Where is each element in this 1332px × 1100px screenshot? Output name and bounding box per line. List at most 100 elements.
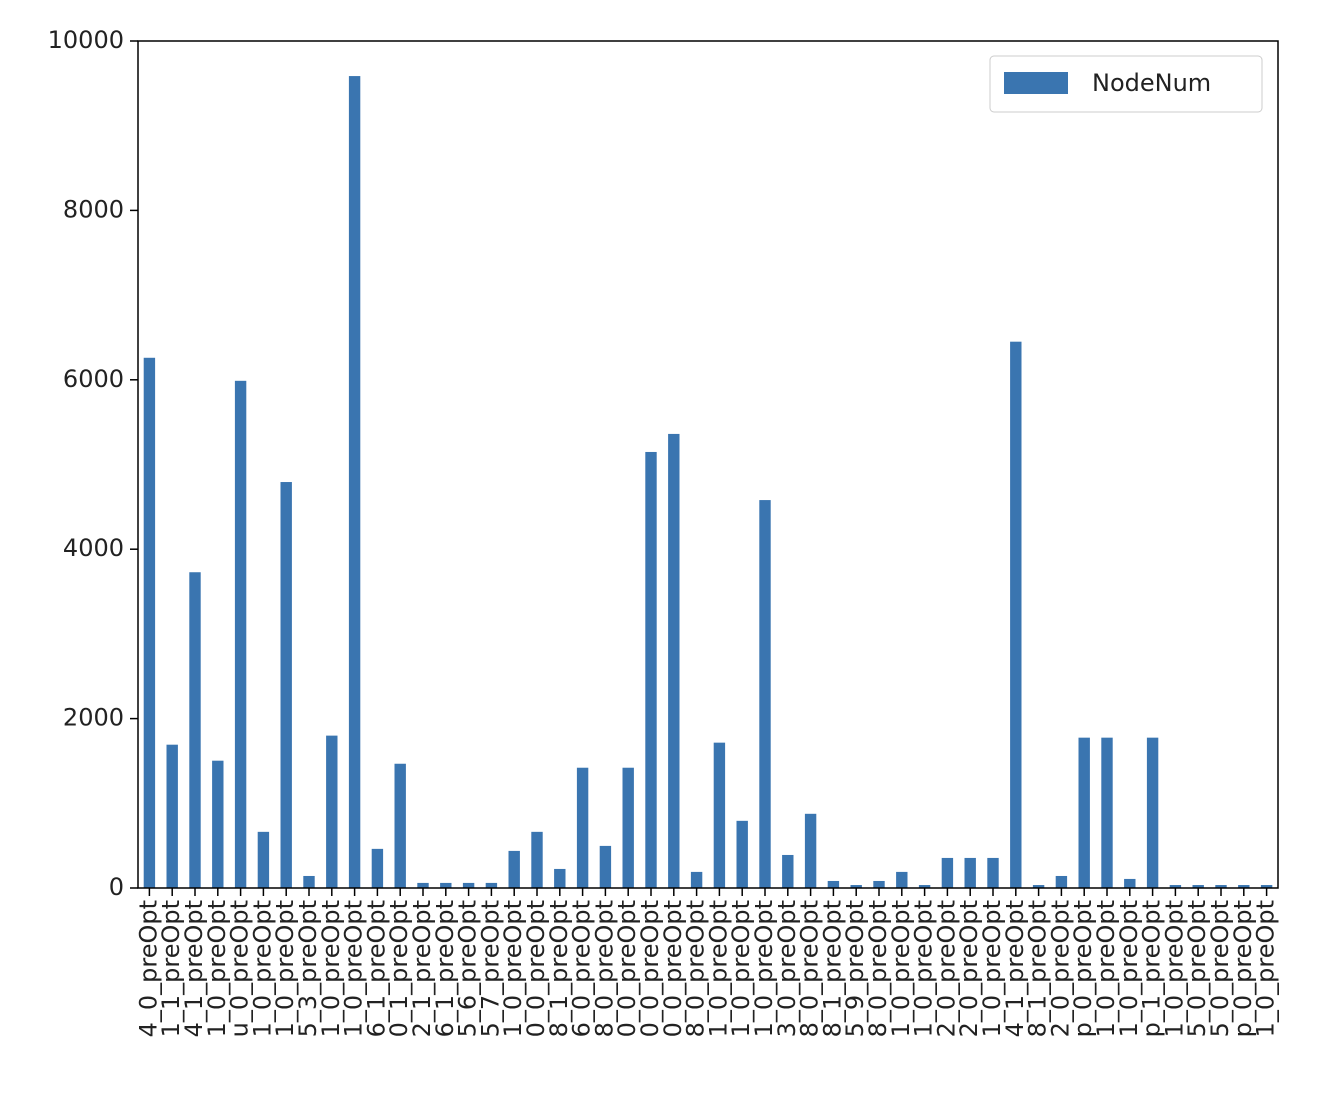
- x-tick-label: 4_1_preOpt: [1001, 900, 1029, 1037]
- bar: [1101, 737, 1113, 888]
- x-tick-label: p_1_preOpt: [1138, 900, 1166, 1037]
- x-tick-label: 1_0_preOpt: [727, 900, 755, 1037]
- bar: [1055, 875, 1068, 888]
- x-tick-label: 6_1_preOpt: [362, 900, 390, 1037]
- plot-frame: [137, 40, 1279, 889]
- bar: [1215, 885, 1227, 888]
- x-tick-label: 8_1_preOpt: [1024, 900, 1052, 1037]
- bar: [690, 871, 703, 888]
- bar: [622, 767, 634, 888]
- bar: [394, 763, 406, 888]
- bar: [918, 885, 931, 888]
- x-tick-label: 0_0_preOpt: [636, 900, 664, 1037]
- bar: [804, 813, 817, 888]
- bar: [668, 433, 680, 888]
- x-tick-label: 8_0_preOpt: [682, 900, 710, 1037]
- bar: [1260, 885, 1273, 888]
- bar: [1238, 885, 1250, 888]
- bar: [508, 850, 520, 888]
- legend-swatch: [1004, 72, 1068, 94]
- x-tick-label: 4_1_preOpt: [180, 900, 208, 1037]
- bar: [1124, 878, 1136, 888]
- x-tick-label: 8_1_preOpt: [545, 900, 573, 1037]
- bar: [166, 744, 178, 888]
- x-tick-label: 5_0_preOpt: [1183, 900, 1211, 1037]
- x-tick-label: 1_0_preOpt: [203, 900, 231, 1037]
- bar: [759, 500, 771, 888]
- x-tick-label: 5_0_preOpt: [1206, 900, 1234, 1037]
- x-tick-label: 1_0_preOpt: [1092, 900, 1120, 1037]
- bar: [212, 760, 224, 888]
- bar: [873, 880, 885, 888]
- y-tick-label: 10000: [48, 26, 124, 54]
- bar: [257, 831, 270, 888]
- x-tick-label: 1_0_preOpt: [1115, 900, 1143, 1037]
- bar: [189, 572, 201, 888]
- bar: [234, 380, 247, 888]
- y-tick-label: 4000: [63, 534, 124, 562]
- bar: [1146, 737, 1159, 888]
- bar: [896, 871, 908, 888]
- bar: [941, 857, 954, 888]
- bar: [1078, 737, 1090, 888]
- bar: [1032, 885, 1045, 888]
- bar: [736, 820, 748, 888]
- x-tick-label: 8_0_preOpt: [864, 900, 892, 1037]
- x-tick-label: 0_0_preOpt: [659, 900, 687, 1037]
- x-tick-label: 1_0_preOpt: [887, 900, 915, 1037]
- bar: [348, 76, 361, 889]
- x-tick-label: 0_0_preOpt: [522, 900, 550, 1037]
- x-tick-label: 0_1_preOpt: [385, 900, 413, 1037]
- bar: [280, 482, 292, 888]
- bar: [440, 882, 452, 888]
- x-tick-label: p_0_preOpt: [1069, 900, 1097, 1037]
- bar: [417, 882, 429, 888]
- x-tick-label: 1_0_preOpt: [248, 900, 276, 1037]
- bar: [576, 767, 589, 888]
- y-tick-label: 2000: [63, 704, 124, 732]
- x-tick-label: 6_0_preOpt: [568, 900, 596, 1037]
- bar: [987, 857, 999, 888]
- y-tick-label: 0: [109, 873, 124, 901]
- x-tick-label: 1_0_preOpt: [271, 900, 299, 1037]
- bar: [326, 735, 338, 888]
- bar: [827, 880, 840, 888]
- bar: [1010, 341, 1022, 888]
- x-tick-label: 8_0_preOpt: [796, 900, 824, 1037]
- bar: [964, 857, 976, 888]
- bar: [143, 357, 156, 888]
- bar: [303, 875, 315, 888]
- bar: [531, 831, 543, 888]
- x-tick-label: 2_0_preOpt: [955, 900, 983, 1037]
- x-tick-label: 3_0_preOpt: [773, 900, 801, 1037]
- x-tick-label: 8_0_preOpt: [590, 900, 618, 1037]
- x-tick-label: 5_7_preOpt: [476, 900, 504, 1037]
- x-tick-label: 2_1_preOpt: [408, 900, 436, 1037]
- x-tick-label: 1_0_preOpt: [1160, 900, 1188, 1037]
- bar: [554, 868, 566, 888]
- x-tick-label: 1_0_preOpt: [750, 900, 778, 1037]
- x-tick-label: 2_0_preOpt: [1046, 900, 1074, 1037]
- legend: NodeNum: [989, 55, 1263, 113]
- x-tick-label: 1_0_preOpt: [1252, 900, 1280, 1037]
- bar: [1192, 885, 1204, 888]
- y-tick-label: 8000: [63, 195, 124, 223]
- bar: [713, 742, 726, 888]
- x-tick-label: 1_1_preOpt: [157, 900, 185, 1037]
- x-tick-label: 1_0_preOpt: [499, 900, 527, 1037]
- x-tick-label: 1_0_preOpt: [317, 900, 345, 1037]
- legend-label: NodeNum: [1092, 69, 1211, 97]
- legend-frame: [989, 55, 1263, 113]
- bar: [462, 882, 475, 888]
- x-tick-label: 0_0_preOpt: [613, 900, 641, 1037]
- x-tick-label: 5_3_preOpt: [294, 900, 322, 1037]
- x-tick-label: 1_0_preOpt: [704, 900, 732, 1037]
- y-tick-label: 6000: [63, 365, 124, 393]
- x-tick-label: 1_0_preOpt: [910, 900, 938, 1037]
- x-tick-label: u_0_preOpt: [226, 900, 254, 1037]
- x-tick-label: 2_0_preOpt: [932, 900, 960, 1037]
- bar: [485, 882, 498, 888]
- bar: [1169, 885, 1182, 888]
- x-tick-label: 1_0_preOpt: [340, 900, 368, 1037]
